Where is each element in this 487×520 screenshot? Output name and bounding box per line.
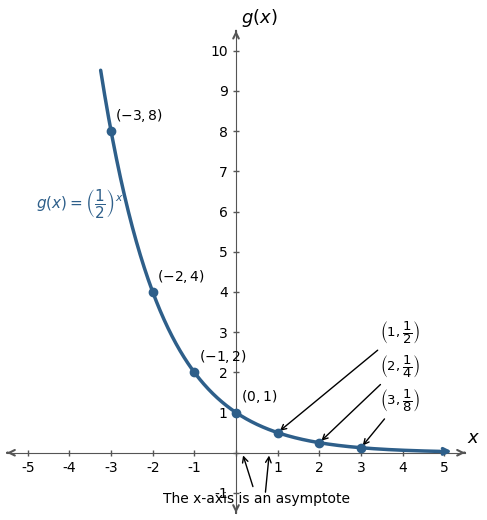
Text: $(0, 1)$: $(0, 1)$ bbox=[241, 388, 278, 405]
Text: $\left(3,\dfrac{1}{8}\right)$: $\left(3,\dfrac{1}{8}\right)$ bbox=[364, 387, 419, 445]
Text: $g(x)$: $g(x)$ bbox=[241, 7, 278, 29]
Text: $g(x) = \left(\dfrac{1}{2}\right)^x$: $g(x) = \left(\dfrac{1}{2}\right)^x$ bbox=[36, 187, 124, 220]
Text: $x$: $x$ bbox=[467, 428, 480, 447]
Text: $\left(2,\dfrac{1}{4}\right)$: $\left(2,\dfrac{1}{4}\right)$ bbox=[322, 353, 419, 440]
Text: $(-1, 2)$: $(-1, 2)$ bbox=[199, 348, 246, 365]
Text: $(-3, 8)$: $(-3, 8)$ bbox=[115, 107, 163, 124]
Text: $\left(1,\dfrac{1}{2}\right)$: $\left(1,\dfrac{1}{2}\right)$ bbox=[281, 319, 419, 430]
Text: $(-2, 4)$: $(-2, 4)$ bbox=[157, 268, 205, 284]
Text: The x-axis is an asymptote: The x-axis is an asymptote bbox=[163, 457, 350, 506]
